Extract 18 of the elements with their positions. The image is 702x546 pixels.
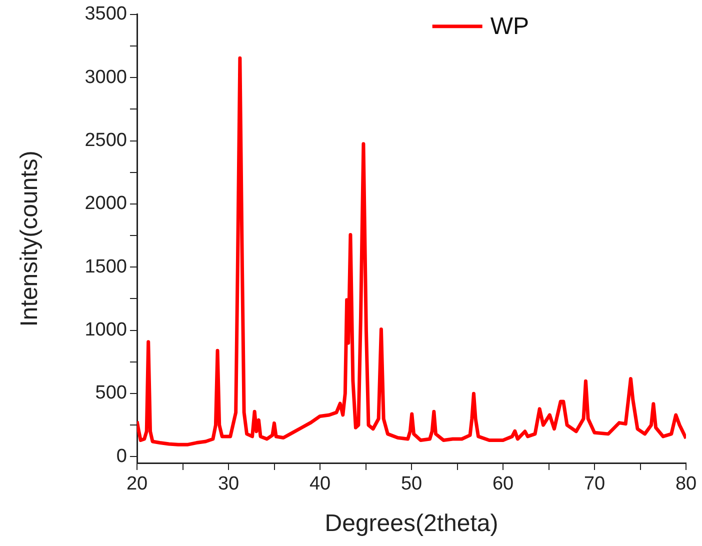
x-tick-label: 50 [400, 474, 422, 495]
y-tick-label: 0 [116, 446, 127, 467]
y-tick-label: 2000 [84, 193, 127, 214]
x-axis-title: Degrees(2theta) [324, 510, 498, 538]
y-tick-label: 1000 [84, 320, 127, 341]
legend-label: WP [490, 13, 530, 40]
x-tick-label: 60 [492, 474, 514, 495]
x-tick-label: 70 [584, 474, 606, 495]
x-tick-label: 80 [675, 474, 697, 495]
y-axis-title: Intensity(counts) [16, 150, 44, 327]
y-tick-label: 500 [95, 382, 127, 404]
x-tick-label: 20 [126, 474, 148, 495]
x-tick-label: 30 [218, 474, 240, 495]
x-tick-label: 40 [309, 474, 331, 495]
y-tick-label: 1500 [84, 256, 127, 278]
y-tick-label: 2500 [84, 130, 127, 151]
y-tick-label: 3000 [84, 66, 127, 88]
y-tick-label: 3500 [84, 4, 127, 25]
